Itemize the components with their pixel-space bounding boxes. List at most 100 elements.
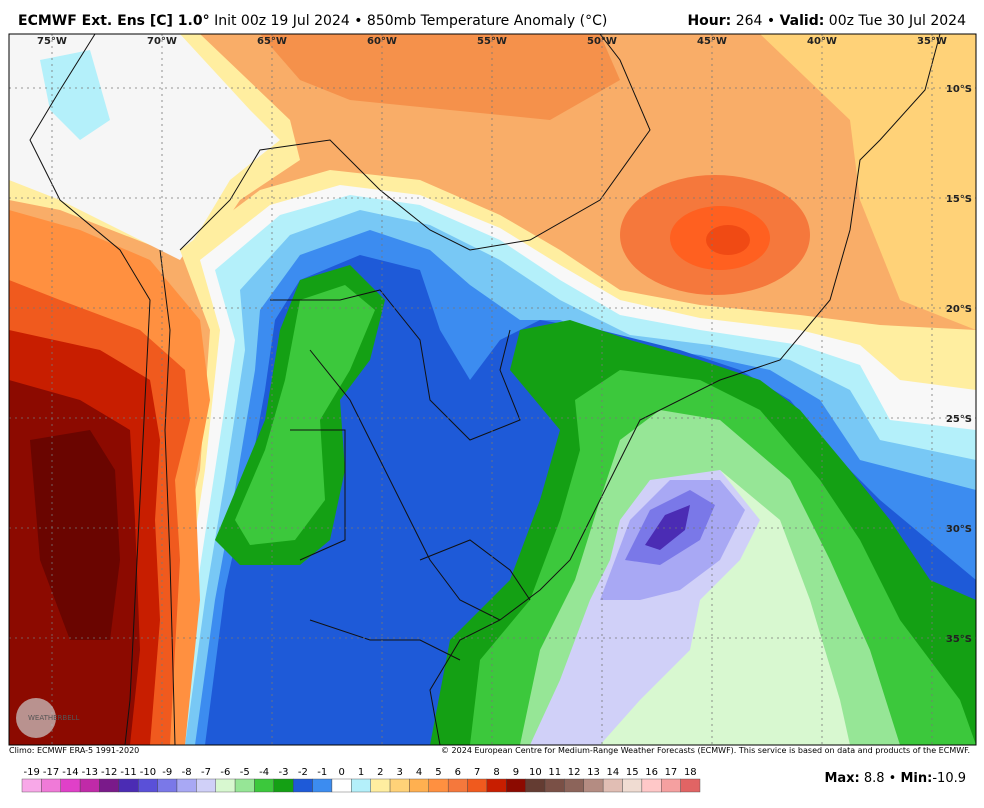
colorbar-cell (583, 778, 604, 793)
colorbar-label: 9 (513, 767, 519, 778)
colorbar-label: 13 (587, 767, 600, 778)
hour-label: Hour: (687, 13, 732, 29)
lat-label: 15°S (946, 194, 972, 205)
colorbar-label: -14 (62, 767, 78, 778)
stats: Max: 8.8 • Min:-10.9 (824, 771, 966, 786)
colorbar-label: 5 (435, 767, 441, 778)
colorbar-label: -6 (220, 767, 230, 778)
lon-label: 45°W (697, 36, 727, 47)
lon-label: 55°W (477, 36, 507, 47)
colorbar-label: 14 (606, 767, 619, 778)
colorbar-label: -9 (162, 767, 172, 778)
colorbar-cell (99, 778, 120, 793)
colorbar-cell (118, 778, 139, 793)
logo (16, 698, 56, 738)
colorbar-cell (467, 778, 488, 793)
colorbar-cell (389, 778, 410, 793)
copyright: © 2024 European Centre for Medium-Range … (441, 746, 970, 755)
colorbar-label: 3 (397, 767, 403, 778)
colorbar-cell (641, 778, 662, 793)
colorbar-label: 12 (568, 767, 581, 778)
header-right: Hour: 264 • Valid: 00z Tue 30 Jul 2024 (687, 13, 966, 29)
colorbar-label: -2 (298, 767, 308, 778)
colorbar-label: -3 (279, 767, 289, 778)
colorbar-cell (312, 778, 333, 793)
colorbar-label: 15 (626, 767, 639, 778)
colorbar-label: 18 (684, 767, 697, 778)
colorbar-cell (661, 778, 681, 793)
borders (29, 34, 941, 745)
colorbar-cell (351, 778, 371, 793)
colorbar-cell (21, 778, 42, 793)
colorbar-label: 0 (338, 767, 344, 778)
valid-label: Valid: (779, 13, 825, 29)
colorbar-label: -8 (182, 767, 192, 778)
colorbar-cell (564, 778, 584, 793)
colorbar-label: -17 (43, 767, 59, 778)
colorbar-cell (254, 778, 275, 793)
colorbar-label: 16 (645, 767, 658, 778)
colorbar-cell (544, 778, 565, 793)
colorbar-cell (370, 778, 391, 793)
lon-labels: 75°W 70°W 65°W 60°W 55°W 50°W 45°W 40°W 35°W (37, 36, 947, 47)
valid: 00z Tue 30 Jul 2024 (828, 13, 966, 29)
colorbar-cell (41, 778, 61, 793)
title: ECMWF Ext. Ens [C] 1.0° (18, 13, 210, 29)
colorbar-cell (138, 778, 158, 793)
colorbar-cell (79, 778, 100, 793)
colorbar-cell (331, 778, 352, 793)
colorbar-cell (506, 778, 526, 793)
colorbar-label: -11 (120, 767, 136, 778)
colorbar-label: -12 (101, 767, 117, 778)
lon-label: 75°W (37, 36, 67, 47)
colorbar-label: -10 (140, 767, 156, 778)
colorbar-cell (157, 778, 178, 793)
lat-label: 35°S (946, 634, 972, 645)
subtitle: Init 00z 19 Jul 2024 • 850mb Temperature… (214, 13, 608, 29)
lon-label: 40°W (807, 36, 837, 47)
colorbar-cell (447, 778, 468, 793)
colorbar-cell (525, 778, 546, 793)
colorbar-cell (680, 778, 701, 793)
lat-labels: 10°S 15°S 20°S 25°S 30°S 35°S (946, 84, 972, 645)
colorbar-label: 10 (529, 767, 542, 778)
colorbar-label: -19 (24, 767, 40, 778)
colorbar-label: 7 (474, 767, 480, 778)
climo: Climo: ECMWF ERA-5 1991-2020 (9, 746, 140, 755)
colorbar-label: -7 (201, 767, 211, 778)
lat-label: 10°S (946, 84, 972, 95)
colorbar-label: -13 (82, 767, 98, 778)
min: -10.9 (932, 771, 966, 786)
lon-label: 70°W (147, 36, 177, 47)
colorbar-cell (293, 778, 313, 793)
colorbar-cell (273, 778, 294, 793)
lat-label: 25°S (946, 414, 972, 425)
lon-label: 60°W (367, 36, 397, 47)
lat-label: 30°S (946, 524, 972, 535)
lon-label: 50°W (587, 36, 617, 47)
lon-label: 65°W (257, 36, 287, 47)
colorbar-cell (622, 778, 643, 793)
colorbar: -19 -17 -14 -13 -12 -11 -10 -9 -8 -7 -6 -5 -4 -3 -2 -1 0… (21, 767, 701, 793)
colorbar-label: 2 (377, 767, 383, 778)
colorbar-cell (234, 778, 255, 793)
max-label: Max: (824, 771, 860, 786)
colorbar-label: -1 (317, 767, 327, 778)
colorbar-label: -4 (259, 767, 269, 778)
colorbar-label: 6 (455, 767, 461, 778)
colorbar-cell (196, 778, 216, 793)
graticule (9, 34, 976, 745)
anomaly-field (9, 34, 976, 745)
map-frame (8, 33, 977, 746)
lon-label: 35°W (917, 36, 947, 47)
hour: 264 • (735, 13, 776, 29)
header-left: ECMWF Ext. Ens [C] 1.0° Init 00z 19 Jul … (18, 13, 607, 29)
lat-label: 20°S (946, 304, 972, 315)
max: 8.8 • (863, 771, 897, 786)
colorbar-cell (602, 778, 623, 793)
colorbar-cell (215, 778, 236, 793)
logo-text: WEATHERBELL (28, 714, 80, 722)
colorbar-label: 8 (493, 767, 499, 778)
